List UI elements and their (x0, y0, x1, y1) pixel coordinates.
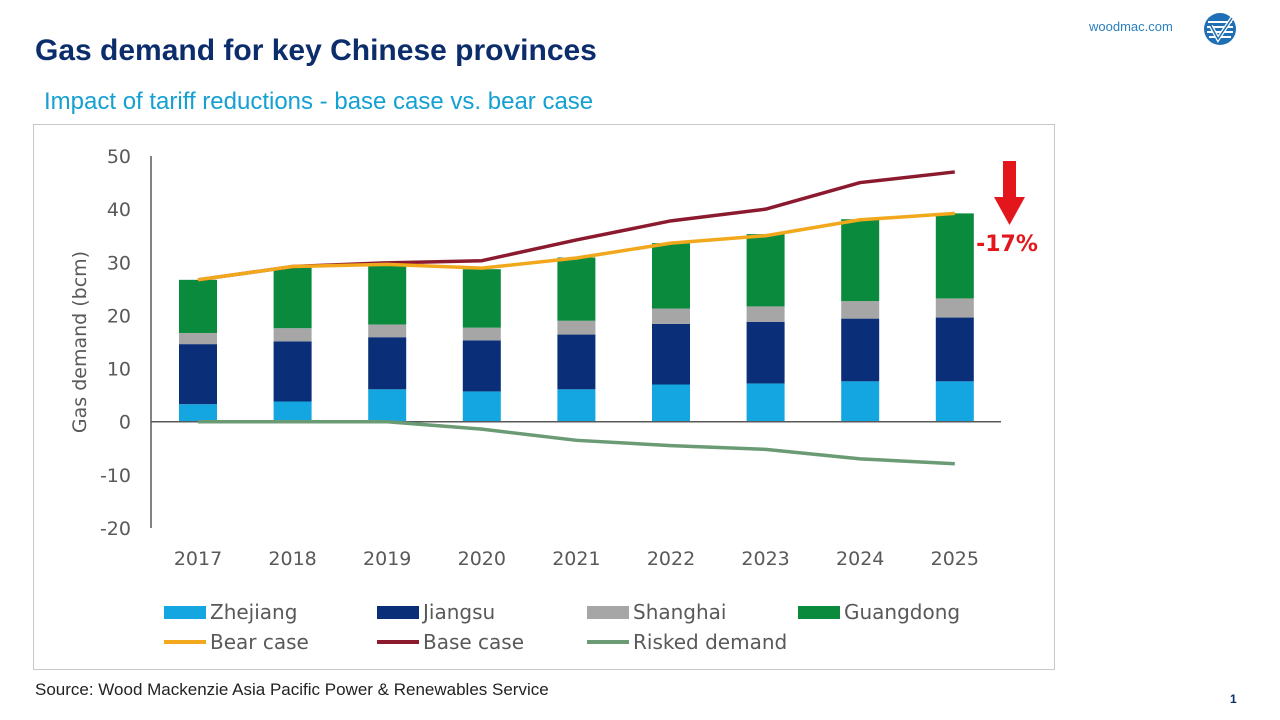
brand-link[interactable]: woodmac.com (1089, 19, 1173, 34)
bar-shanghai-2020 (462, 327, 501, 341)
y-tick-label: 0 (119, 412, 131, 434)
legend-label: Bear case (210, 630, 309, 654)
page-title: Gas demand for key Chinese provinces (35, 34, 597, 67)
source-note: Source: Wood Mackenzie Asia Pacific Powe… (35, 680, 549, 699)
bar-guangdong-2021 (557, 257, 596, 321)
bar-zhejiang-2019 (368, 389, 407, 422)
bar-guangdong-2019 (368, 264, 407, 325)
bar-shanghai-2017 (179, 332, 217, 345)
legend-swatch (587, 640, 629, 644)
bar-shanghai-2023 (746, 306, 785, 322)
legend-item-zhejiang: Zhejiang (164, 599, 297, 625)
legend-label: Zhejiang (210, 600, 298, 624)
bar-jiangsu-2019 (368, 337, 407, 390)
down-arrow-icon (994, 161, 1025, 225)
bar-zhejiang-2021 (557, 389, 596, 422)
change-annotation: -17% (976, 232, 1038, 257)
x-tick-label: 2019 (363, 548, 411, 570)
bar-jiangsu-2021 (557, 334, 596, 390)
legend-label: Risked demand (633, 630, 788, 654)
bar-jiangsu-2017 (179, 344, 217, 405)
bar-guangdong-2023 (746, 234, 785, 307)
y-tick-label: -20 (100, 518, 131, 540)
legend-item-base-case: Base case (377, 629, 524, 655)
x-tick-label: 2022 (647, 548, 695, 570)
legend-item-guangdong: Guangdong (798, 599, 960, 625)
y-tick-label: 40 (107, 199, 131, 221)
x-tick-label: 2024 (836, 548, 884, 570)
bar-shanghai-2022 (652, 308, 690, 324)
y-tick-label: 30 (107, 252, 131, 274)
legend-item-risked-demand: Risked demand (587, 629, 787, 655)
bar-jiangsu-2023 (746, 321, 785, 384)
bar-shanghai-2021 (557, 320, 596, 335)
legend-swatch (164, 605, 206, 619)
bar-jiangsu-2025 (935, 317, 974, 382)
legend-swatch (377, 605, 419, 619)
bar-jiangsu-2020 (462, 340, 501, 392)
chart-legend: Zhejiang Jiangsu Shanghai Guangdong Bear cas… (164, 599, 1024, 661)
y-tick-label: -10 (100, 465, 131, 487)
bar-zhejiang-2023 (746, 383, 785, 422)
bar-zhejiang-2022 (652, 384, 690, 422)
bar-guangdong-2020 (462, 269, 501, 328)
bar-zhejiang-2025 (935, 381, 974, 422)
line-bear-case (197, 211, 955, 282)
x-tick-label: 2017 (174, 548, 222, 570)
gas-demand-chart: 50 40 30 20 10 0 -10 -20 Gas demand (bcm) 2017 201… (69, 146, 1038, 570)
legend-label: Base case (423, 630, 525, 654)
bar-zhejiang-2020 (462, 391, 501, 422)
bar-guangdong-2018 (273, 267, 312, 329)
x-tick-label: 2023 (741, 548, 789, 570)
legend-swatch (377, 640, 419, 644)
legend-swatch (587, 605, 629, 619)
x-tick-label: 2018 (268, 548, 316, 570)
bar-shanghai-2018 (273, 328, 312, 342)
bar-shanghai-2025 (935, 298, 974, 318)
legend-item-bear-case: Bear case (164, 629, 309, 655)
legend-item-shanghai: Shanghai (587, 599, 727, 625)
bar-guangdong-2024 (841, 219, 880, 302)
bar-jiangsu-2024 (841, 318, 880, 382)
x-tick-label: 2020 (458, 548, 506, 570)
bar-shanghai-2019 (368, 324, 407, 338)
bar-zhejiang-2017 (179, 404, 217, 422)
y-axis-label: Gas demand (bcm) (69, 251, 91, 433)
y-tick-label: 10 (107, 359, 131, 381)
page-subtitle: Impact of tariff reductions - base case … (44, 88, 594, 115)
bar-shanghai-2024 (841, 301, 880, 319)
bar-zhejiang-2024 (841, 381, 880, 422)
bar-jiangsu-2018 (273, 341, 312, 402)
y-tick-label: 20 (107, 305, 131, 327)
bar-guangdong-2022 (652, 243, 690, 309)
legend-label: Shanghai (633, 600, 727, 624)
legend-label: Jiangsu (423, 600, 496, 624)
bar-guangdong-2025 (935, 213, 974, 299)
chart-frame: 50 40 30 20 10 0 -10 -20 Gas demand (bcm) 2017 201… (33, 124, 1055, 670)
bar-guangdong-2017 (179, 279, 217, 333)
legend-item-jiangsu: Jiangsu (377, 599, 495, 625)
bar-zhejiang-2018 (273, 401, 312, 422)
woodmac-logo-icon (1204, 13, 1236, 45)
x-tick-label: 2025 (931, 548, 979, 570)
x-tick-label: 2021 (552, 548, 600, 570)
legend-swatch (798, 605, 840, 619)
bar-jiangsu-2022 (652, 323, 690, 385)
legend-label: Guangdong (844, 600, 961, 624)
line-risked-demand (198, 419, 955, 466)
y-tick-label: 50 (107, 146, 131, 168)
page-number: 1 (1230, 692, 1237, 706)
legend-swatch (164, 640, 206, 644)
